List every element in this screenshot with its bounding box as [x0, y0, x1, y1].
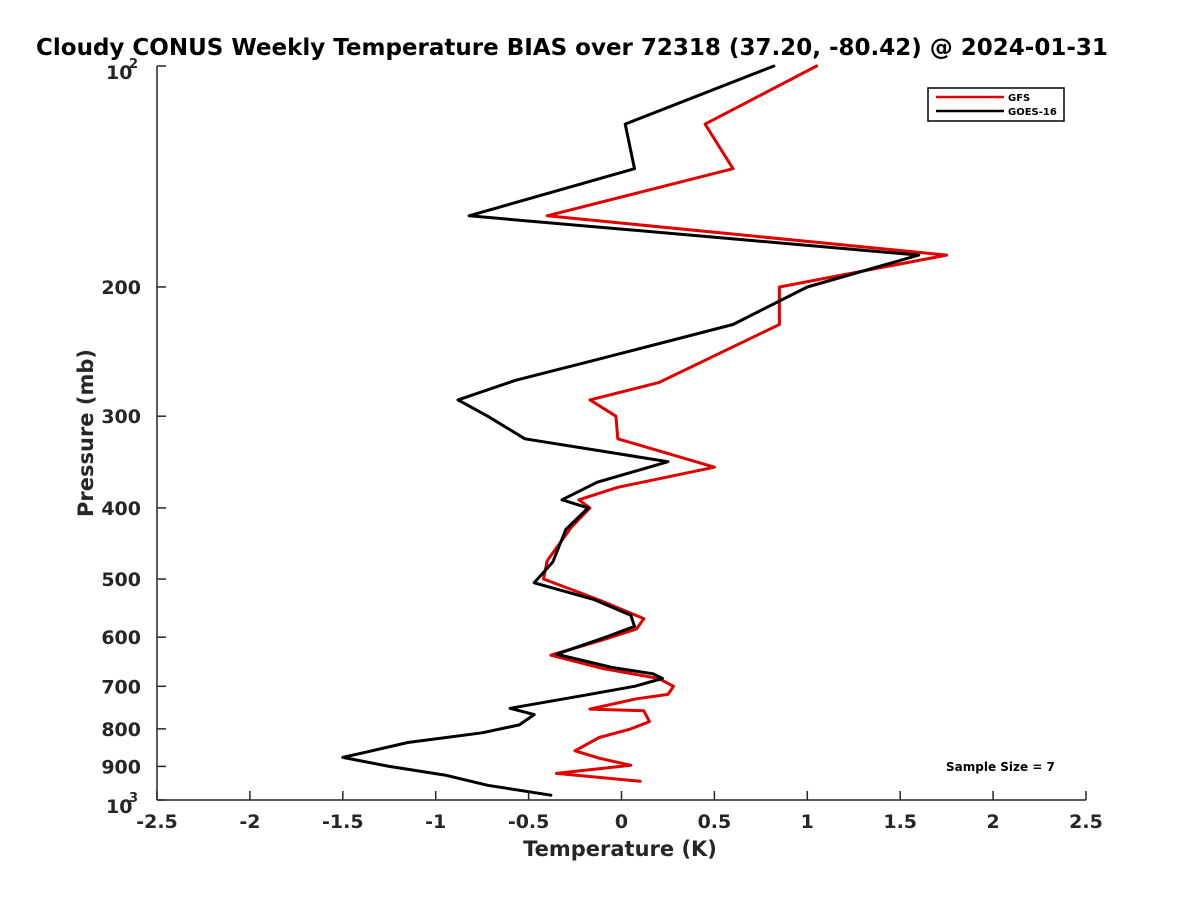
series-layer [341, 64, 949, 797]
legend-box [927, 87, 1065, 122]
series-line-goes16 [341, 64, 921, 797]
y-tick-label: 500 [101, 569, 141, 591]
x-tick-label: 2.5 [1069, 811, 1103, 833]
legend-label-gfs: GFS [1008, 93, 1030, 104]
y-tick-label: 900 [101, 756, 141, 778]
y-tick-label: 700 [101, 676, 141, 698]
series-line-gfs [542, 64, 949, 783]
x-tick-label: -2 [239, 811, 260, 833]
x-tick-label: -2.5 [136, 811, 178, 833]
x-tick-label: 2 [986, 811, 999, 833]
chart-title: Cloudy CONUS Weekly Temperature BIAS ove… [36, 35, 1108, 61]
x-tick-label: 1 [801, 811, 814, 833]
y-tick-label: 300 [101, 406, 141, 428]
y-tick-label: 400 [101, 498, 141, 520]
y-tick-label: 800 [101, 719, 141, 741]
legend-label-goes16: GOES-16 [1008, 107, 1057, 118]
x-tick-label: 0.5 [698, 811, 732, 833]
y-tick-label: 600 [101, 627, 141, 649]
sample-size-annotation: Sample Size = 7 [946, 760, 1055, 774]
y-tick-label: 10 [106, 796, 132, 818]
y-tick-label: 200 [101, 277, 141, 299]
x-axis-label: Temperature (K) [523, 837, 717, 861]
y-tick-label-exponent: 3 [129, 791, 138, 806]
x-tick-label: 1.5 [883, 811, 917, 833]
x-tick-label: 0 [615, 811, 628, 833]
y-axis-label: Pressure (mb) [74, 349, 98, 517]
legend: GFS GOES-16 [927, 87, 1065, 122]
x-ticks: -2.5 -2 -1.5 -1 -0.5 0 0.5 1 1.5 2 2.5 [136, 791, 1103, 833]
x-tick-label: -1.5 [322, 811, 364, 833]
x-tick-label: -1 [425, 811, 446, 833]
y-tick-label-exponent: 2 [129, 57, 138, 72]
x-tick-label: -0.5 [508, 811, 550, 833]
y-tick-label: 10 [106, 62, 132, 84]
